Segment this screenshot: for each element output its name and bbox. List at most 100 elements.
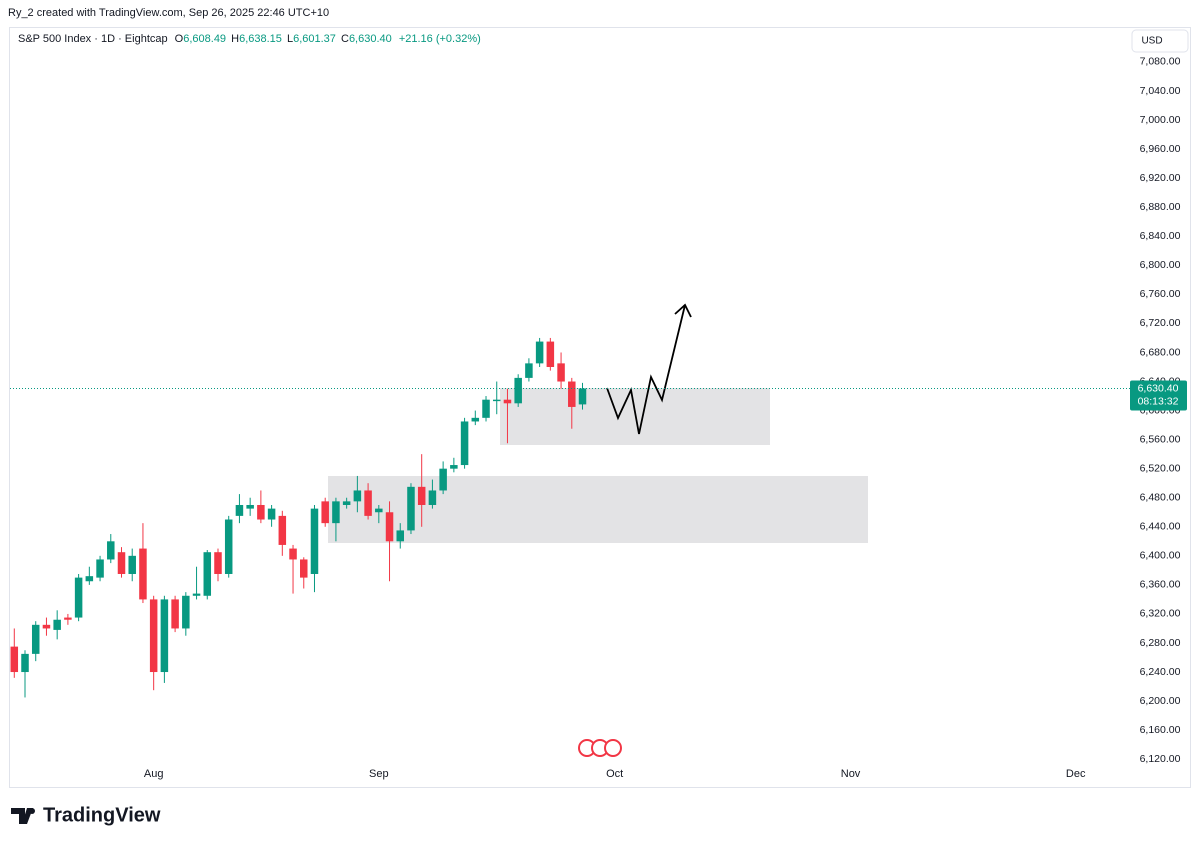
- y-tick-label: 7,000.00: [1140, 114, 1181, 126]
- projection-arrow: [606, 304, 686, 435]
- logo: [11, 808, 35, 824]
- y-tick-label: 6,120.00: [1140, 753, 1181, 765]
- y-tick-label: 6,440.00: [1140, 521, 1181, 533]
- candle-body: [224, 519, 233, 574]
- candle-body: [300, 559, 308, 578]
- candle-body: [407, 486, 415, 531]
- candle-body: [578, 388, 587, 405]
- candle-body: [117, 552, 126, 574]
- candle-body: [557, 363, 565, 382]
- candle-body: [471, 417, 480, 422]
- candle-body: [439, 468, 447, 491]
- currency-button[interactable]: [1131, 29, 1189, 53]
- y-tick-label: 6,520.00: [1140, 462, 1181, 474]
- candle-body: [74, 577, 83, 618]
- event-icon[interactable]: [604, 739, 622, 757]
- ohlc-label: L: [287, 33, 293, 45]
- x-tick-label: Nov: [841, 768, 861, 780]
- watermark: Ry_2 created with TradingView.com, Sep 2…: [8, 7, 329, 19]
- candle-body: [364, 490, 372, 516]
- candle-body: [203, 552, 212, 596]
- candle-body: [321, 501, 329, 524]
- candle-body: [375, 508, 383, 513]
- ohlc-value: 6,630.40: [349, 33, 392, 45]
- candle-body: [96, 559, 104, 578]
- candle-body: [482, 399, 490, 418]
- candle-body: [353, 490, 362, 502]
- candle-body: [53, 619, 61, 630]
- candle-body: [278, 515, 287, 545]
- change: +21.16 (+0.32%): [399, 33, 481, 45]
- candle-body: [460, 421, 469, 466]
- x-tick-label: Sep: [369, 768, 389, 780]
- y-tick-label: 6,400.00: [1140, 550, 1181, 562]
- y-tick-label: 6,280.00: [1140, 637, 1181, 649]
- candle-body: [503, 399, 512, 404]
- candle-body: [267, 508, 276, 520]
- candle-body: [246, 504, 254, 509]
- y-tick-label: 6,800.00: [1140, 259, 1181, 271]
- candle-body: [385, 512, 394, 542]
- countdown: 08:13:32: [1138, 395, 1179, 407]
- candle-body: [235, 504, 244, 516]
- symbol: S&P 500 Index · 1D · Eightcap: [18, 33, 168, 45]
- candle-body: [107, 541, 115, 560]
- y-tick-label: 6,760.00: [1140, 288, 1181, 300]
- candle-body: [21, 653, 29, 673]
- y-tick-label: 7,040.00: [1140, 85, 1181, 97]
- legend: S&P 500 Index · 1D · Eightcap O6,608.49 …: [18, 33, 481, 45]
- candle-body: [310, 508, 319, 574]
- y-tick-label: 6,160.00: [1140, 724, 1181, 736]
- y-tick-label: 6,920.00: [1140, 172, 1181, 184]
- logo-icon: [11, 808, 33, 824]
- ohlc-value: 6,638.15: [239, 33, 282, 45]
- y-tick-label: 6,320.00: [1140, 608, 1181, 620]
- candle-body: [525, 363, 533, 378]
- currency[interactable]: USD: [1141, 36, 1162, 47]
- candle-body: [535, 341, 544, 364]
- x-tick-label: Aug: [144, 768, 164, 780]
- candle-body: [257, 504, 265, 520]
- y-tick-label: 6,480.00: [1140, 492, 1181, 504]
- brand: TradingView: [43, 804, 161, 826]
- y-tick-label: 6,680.00: [1140, 346, 1181, 358]
- candle-body: [182, 595, 190, 629]
- candle-body: [85, 576, 94, 582]
- candle-body: [149, 599, 158, 673]
- candle-body: [568, 381, 576, 407]
- x-tick-label: Dec: [1066, 768, 1086, 780]
- candle-body: [417, 486, 426, 505]
- arrow-head: [674, 303, 692, 318]
- candle-body: [492, 399, 501, 402]
- y-tick-label: 6,560.00: [1140, 433, 1181, 445]
- y-tick-label: 6,880.00: [1140, 201, 1181, 213]
- ohlc-label: O: [175, 33, 184, 45]
- candle-body: [289, 548, 297, 560]
- ohlc-value: 6,601.37: [293, 33, 336, 45]
- candle-body: [428, 490, 437, 505]
- y-tick-label: 6,200.00: [1140, 695, 1181, 707]
- logo-dot: [29, 808, 35, 814]
- candle-body: [514, 377, 522, 404]
- ohlc-label: C: [341, 33, 349, 45]
- candle-body: [64, 617, 72, 620]
- candle-body: [450, 465, 458, 469]
- candle-body: [171, 599, 179, 629]
- ohlc-value: 6,608.49: [183, 33, 226, 45]
- candle-body: [332, 501, 340, 524]
- candle-body: [546, 341, 555, 367]
- candle-body: [42, 624, 51, 629]
- y-tick-label: 6,240.00: [1140, 666, 1181, 678]
- y-tick-label: 6,720.00: [1140, 317, 1181, 329]
- event-icons: [578, 739, 622, 757]
- y-tick-label: 6,840.00: [1140, 230, 1181, 242]
- ohlc-label: H: [231, 33, 239, 45]
- candle-body: [128, 555, 136, 574]
- chart-frame: [9, 27, 1191, 788]
- candle-body: [31, 624, 40, 654]
- candle-body: [160, 599, 169, 673]
- y-tick-label: 7,080.00: [1140, 56, 1181, 68]
- candle-body: [214, 552, 222, 574]
